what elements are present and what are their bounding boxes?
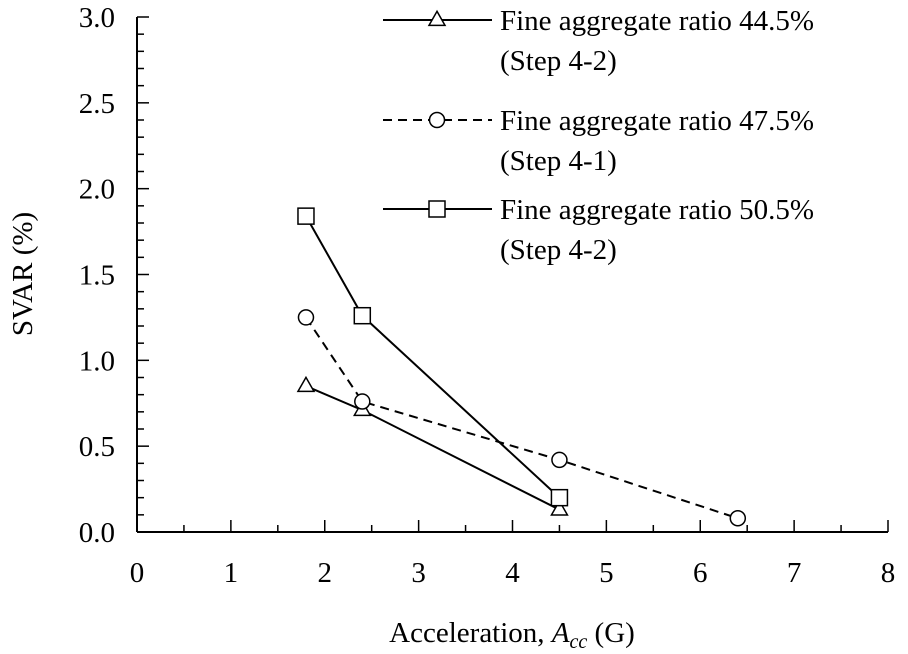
legend-label: Fine aggregate ratio 50.5% — [500, 194, 814, 226]
data-point — [297, 309, 315, 326]
y-tick-label: 1.0 — [79, 345, 115, 377]
legend-label: Fine aggregate ratio 47.5% — [500, 105, 814, 137]
data-point — [729, 510, 747, 527]
y-tick-label: 1.5 — [79, 260, 115, 292]
x-axis-title-subscript: cc — [570, 631, 588, 653]
x-tick-label: 6 — [693, 557, 708, 589]
series-47-5 — [297, 309, 747, 527]
legend-label-step: (Step 4-1) — [500, 145, 617, 177]
x-tick-label: 7 — [787, 557, 802, 589]
x-tick-label: 8 — [881, 557, 896, 589]
data-point — [551, 451, 568, 469]
y-tick-label: 2.0 — [79, 174, 115, 206]
x-tick-label: 3 — [411, 557, 426, 589]
data-point — [550, 488, 569, 507]
tick-labels: 0 1 2 3 4 5 6 7 8 0.0 0.5 1.0 1.5 2.0 2.5 3.0 — [79, 2, 896, 589]
x-axis-title-unit: (G) — [587, 617, 635, 649]
data-point — [550, 499, 569, 516]
legend-entry: Fine aggregate ratio 44.5% (Step 4-2) — [383, 5, 814, 77]
series-layer — [296, 207, 747, 527]
y-tick-label: 2.5 — [79, 88, 115, 120]
axis-ticks — [136, 16, 889, 533]
x-axis-title: Acceleration, Acc (G) — [389, 617, 635, 653]
x-axis-title-text: Acceleration, — [389, 617, 552, 649]
legend-label-step: (Step 4-2) — [500, 234, 617, 266]
x-tick-label: 0 — [130, 557, 145, 589]
legend-marker — [428, 200, 446, 218]
data-point — [296, 375, 316, 393]
legend: Fine aggregate ratio 44.5%(Step 4-2)Fine… — [383, 5, 814, 266]
x-tick-label: 4 — [505, 557, 520, 589]
x-axis-title-symbol: A — [550, 617, 570, 649]
legend-label: Fine aggregate ratio 44.5% — [500, 5, 814, 37]
y-axis-title: SVAR (%) — [7, 212, 39, 336]
x-tick-label: 2 — [318, 557, 333, 589]
data-point — [353, 306, 372, 325]
y-tick-label: 0.0 — [79, 517, 115, 549]
legend-entry: Fine aggregate ratio 50.5% (Step 4-2) — [383, 194, 814, 266]
legend-marker — [428, 111, 446, 129]
legend-label-step: (Step 4-2) — [500, 45, 617, 77]
x-tick-label: 1 — [224, 557, 239, 589]
data-point — [297, 207, 315, 225]
series-50-5 — [297, 207, 569, 507]
series-line — [305, 316, 739, 520]
y-tick-label: 3.0 — [79, 2, 115, 34]
y-tick-label: 0.5 — [79, 431, 115, 463]
x-tick-label: 5 — [599, 557, 614, 589]
data-point — [354, 393, 371, 410]
legend-entry: Fine aggregate ratio 47.5% (Step 4-1) — [383, 105, 814, 177]
legend-marker — [427, 9, 447, 27]
